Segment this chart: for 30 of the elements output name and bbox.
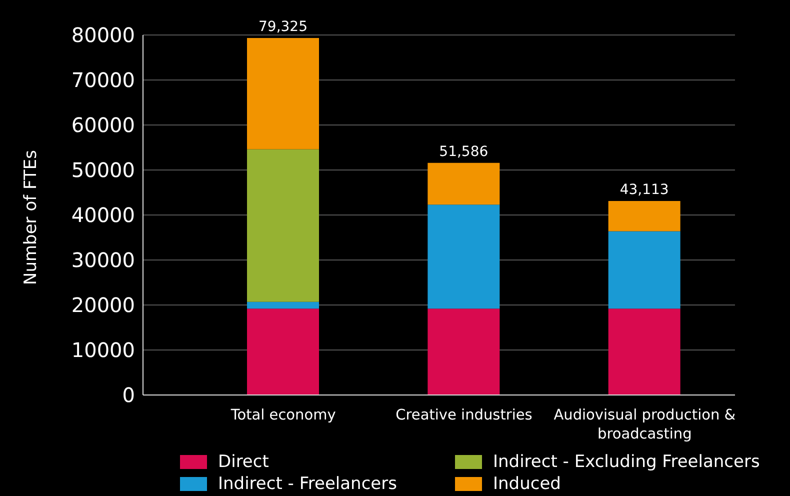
y-tick-label: 70000 <box>71 68 135 92</box>
y-tick-label: 20000 <box>71 293 135 318</box>
bar <box>608 231 680 309</box>
bar <box>428 204 500 309</box>
bar <box>428 162 500 205</box>
bar <box>608 200 680 232</box>
total-label: 51,586 <box>439 144 488 160</box>
y-tick-label: 50000 <box>71 158 135 182</box>
bar <box>247 38 319 150</box>
y-axis-title: Number of FTEs <box>21 150 42 285</box>
bar <box>247 149 319 302</box>
y-tick-label: 80000 <box>71 23 135 48</box>
x-tick-label: Total economy <box>230 407 336 424</box>
legend-label: Indirect - Excluding Freelancers <box>493 451 760 473</box>
y-tick-label: 0 <box>122 383 135 408</box>
y-tick-label: 60000 <box>71 113 135 138</box>
bar <box>608 308 680 395</box>
bar <box>247 308 319 395</box>
bar <box>428 308 500 395</box>
y-tick-label: 10000 <box>71 338 135 362</box>
legend-label: Induced <box>493 473 561 495</box>
legend-label: Direct <box>218 451 269 473</box>
x-tick-label: Creative industries <box>396 407 532 424</box>
x-tick-label: Audiovisual production & broadcasting <box>554 407 736 442</box>
legend-label: Indirect - Freelancers <box>218 473 397 495</box>
y-tick-label: 30000 <box>71 248 135 272</box>
total-label: 43,113 <box>620 182 669 198</box>
total-label: 79,325 <box>258 19 308 36</box>
y-tick-label: 40000 <box>71 203 135 228</box>
bar <box>247 302 319 309</box>
